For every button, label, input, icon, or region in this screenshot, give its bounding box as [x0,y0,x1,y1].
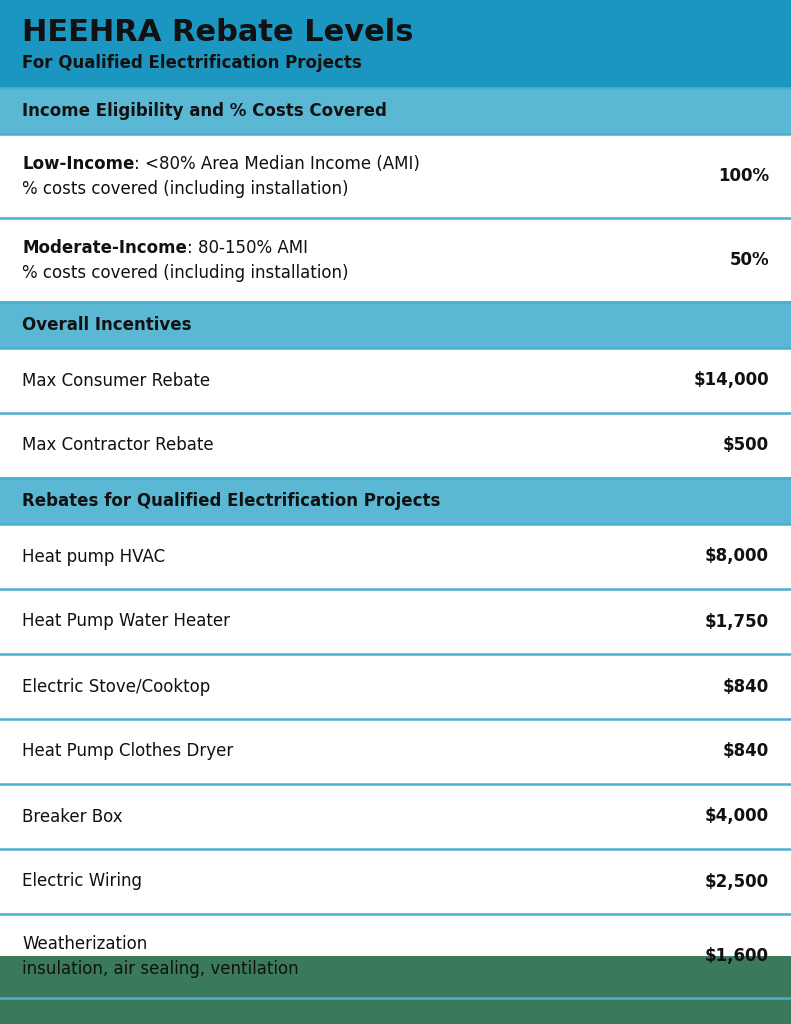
Bar [0,849,791,914]
Text: $8,000: $8,000 [705,548,769,565]
Text: Breaker Box: Breaker Box [22,808,123,825]
Bar [0,0,791,88]
Text: : 80-150% AMI: : 80-150% AMI [187,240,308,257]
Bar [0,654,791,719]
Text: Max Contractor Rebate: Max Contractor Rebate [22,436,214,455]
Bar [0,478,791,524]
Bar [0,589,791,654]
Text: Moderate-Income: Moderate-Income [22,240,187,257]
Bar [0,88,791,956]
Bar [0,413,791,478]
Text: 50%: 50% [729,251,769,269]
Text: Heat pump HVAC: Heat pump HVAC [22,548,165,565]
Text: 100%: 100% [718,167,769,185]
Text: Electric Wiring: Electric Wiring [22,872,142,891]
Text: $840: $840 [723,678,769,695]
Text: Weatherization: Weatherization [22,935,147,953]
Bar [0,914,791,998]
Text: For Qualified Electrification Projects: For Qualified Electrification Projects [22,54,361,72]
Bar [0,134,791,218]
Bar [0,719,791,784]
Bar [0,302,791,348]
Bar [0,218,791,302]
Bar [0,88,791,134]
Text: insulation, air sealing, ventilation: insulation, air sealing, ventilation [22,961,299,979]
Text: : <80% Area Median Income (AMI): : <80% Area Median Income (AMI) [134,156,420,173]
Bar [0,524,791,589]
Text: $2,500: $2,500 [705,872,769,891]
Text: % costs covered (including installation): % costs covered (including installation) [22,264,349,283]
Text: Heat Pump Clothes Dryer: Heat Pump Clothes Dryer [22,742,233,761]
Text: $1,750: $1,750 [705,612,769,631]
Bar [0,784,791,849]
Text: $14,000: $14,000 [694,372,769,389]
Text: Overall Incentives: Overall Incentives [22,316,191,334]
Text: $500: $500 [723,436,769,455]
Text: % costs covered (including installation): % costs covered (including installation) [22,180,349,199]
Bar [0,348,791,413]
Text: Income Eligibility and % Costs Covered: Income Eligibility and % Costs Covered [22,102,387,120]
Bar [0,956,791,1024]
Text: Low-Income: Low-Income [22,156,134,173]
Text: $4,000: $4,000 [705,808,769,825]
Text: Max Consumer Rebate: Max Consumer Rebate [22,372,210,389]
Text: HEEHRA Rebate Levels: HEEHRA Rebate Levels [22,18,414,47]
Text: $840: $840 [723,742,769,761]
Text: Heat Pump Water Heater: Heat Pump Water Heater [22,612,230,631]
Text: Electric Stove/Cooktop: Electric Stove/Cooktop [22,678,210,695]
Text: Rebates for Qualified Electrification Projects: Rebates for Qualified Electrification Pr… [22,492,441,510]
Text: $1,600: $1,600 [705,947,769,965]
